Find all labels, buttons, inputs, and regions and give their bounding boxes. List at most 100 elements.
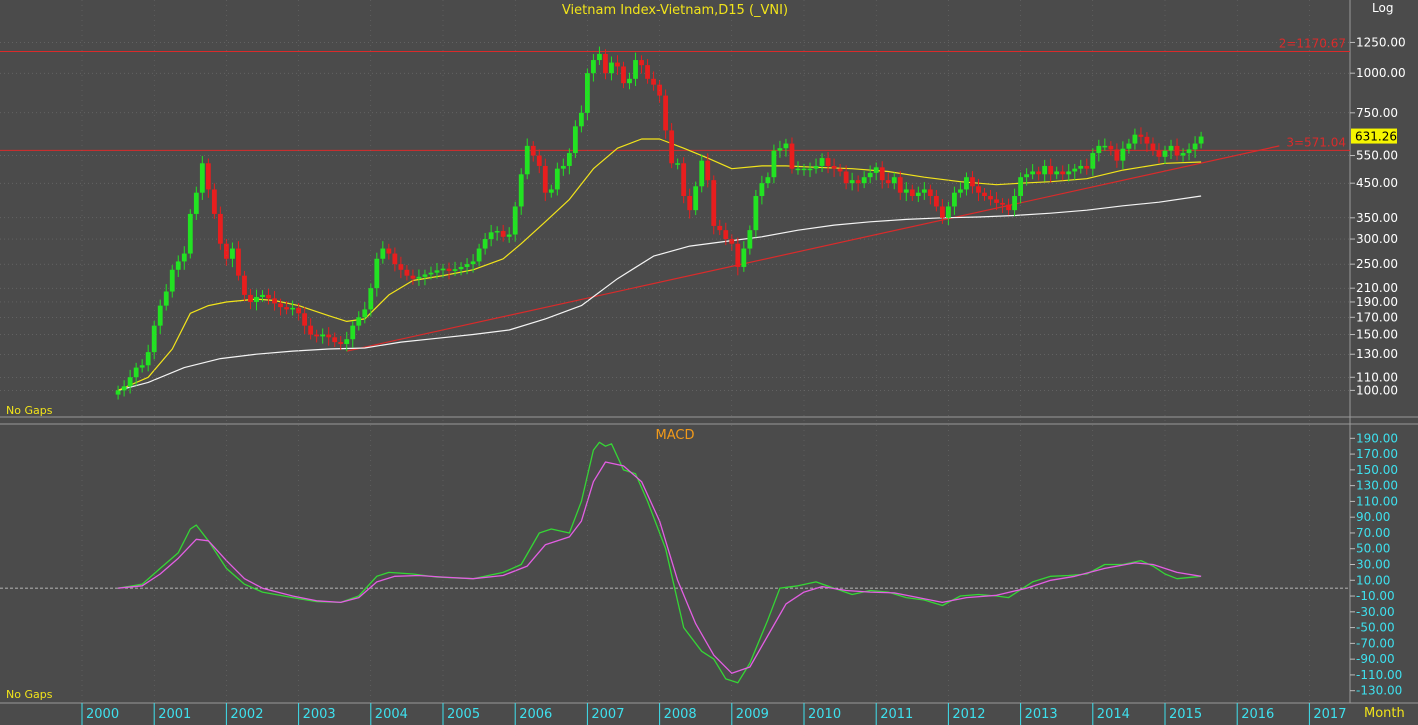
candle (302, 307, 308, 335)
candle-body (500, 231, 506, 237)
candle (687, 188, 693, 219)
price-tick-label: 1250.00 (1356, 35, 1406, 49)
candle-body (560, 165, 566, 169)
price-tick-label: 550.00 (1356, 149, 1398, 163)
price-panel (0, 0, 1350, 417)
price-tick-label: 350.00 (1356, 211, 1398, 225)
x-tick-label: 2003 (303, 707, 336, 722)
x-tick-label: 2017 (1313, 707, 1346, 722)
candle-body (548, 189, 554, 193)
price-tick-label: 300.00 (1356, 232, 1398, 246)
candle-body (308, 325, 314, 335)
candle-body (645, 65, 650, 79)
candle-body (795, 168, 801, 171)
candle-body (446, 268, 452, 271)
candle-body (1150, 143, 1156, 151)
x-tick-label: 2002 (230, 707, 263, 722)
candle (452, 261, 458, 276)
candle (807, 162, 813, 178)
candle-body (1030, 171, 1036, 175)
x-tick-label: 2011 (880, 707, 913, 722)
candle-body (939, 206, 945, 218)
candle-body (711, 180, 717, 226)
candle (994, 192, 999, 211)
candle (741, 241, 747, 272)
candle (428, 266, 434, 280)
candle (362, 302, 368, 324)
candle (627, 72, 632, 90)
candle-body (687, 196, 693, 211)
candle (837, 163, 843, 177)
candle (645, 59, 650, 84)
candle-body (458, 266, 464, 270)
candle (560, 158, 566, 176)
candle-body (723, 230, 729, 240)
candle (705, 153, 711, 188)
candle (964, 172, 969, 196)
candle (1198, 131, 1204, 149)
candle (139, 359, 145, 373)
price-tick-label: 750.00 (1356, 106, 1398, 120)
candle-body (470, 261, 476, 265)
candle (597, 46, 602, 65)
candle-body (958, 189, 963, 193)
candle-body (175, 261, 181, 270)
candle (795, 161, 801, 175)
candle-body (915, 192, 921, 197)
candle (464, 258, 470, 275)
candle-body (115, 390, 121, 395)
candle (621, 61, 626, 89)
candle-body (145, 352, 151, 366)
candle (1030, 164, 1036, 180)
candle-body (278, 303, 283, 308)
x-tick-label: 2014 (1097, 707, 1130, 722)
candle-body (783, 143, 789, 149)
candle-body (891, 177, 897, 184)
candle-body (434, 270, 440, 273)
candle (266, 288, 271, 305)
macd-tick-label: 130.00 (1356, 479, 1398, 493)
candle-body (1168, 145, 1174, 151)
candle-body (398, 264, 404, 270)
candle-body (609, 62, 614, 74)
candle-body (849, 180, 855, 184)
candle (224, 238, 229, 266)
candle (717, 219, 723, 236)
candle (982, 187, 987, 201)
candle-body (338, 342, 344, 345)
candle (248, 288, 253, 310)
macd-line (117, 441, 1202, 684)
x-tick-label: 2004 (375, 707, 408, 722)
x-tick-label: 2008 (664, 707, 697, 722)
candle (1006, 198, 1011, 216)
candle-body (753, 196, 759, 231)
candle (332, 332, 338, 347)
candle-body (518, 174, 524, 207)
candle (524, 138, 530, 180)
candle (133, 362, 139, 386)
last-price-label: 631.26 (1355, 130, 1397, 144)
candle-body (952, 192, 957, 207)
candle-body (1180, 153, 1186, 156)
candle (1114, 143, 1120, 168)
candle-body (603, 53, 608, 74)
candle (145, 344, 151, 372)
candle-body (765, 177, 771, 184)
candle-body (1066, 171, 1072, 175)
candle-body (488, 232, 494, 240)
candle-body (982, 192, 987, 197)
candle (163, 284, 169, 311)
candle (675, 158, 681, 170)
price-tick-label: 130.00 (1356, 347, 1398, 361)
candle (290, 300, 295, 316)
candle (867, 165, 873, 184)
candle-body (242, 275, 247, 295)
candle (831, 158, 837, 178)
candle-body (230, 248, 235, 259)
x-axis: 2000 2001 2002 2003 2004 2005 2006 2007 2008 2009… (81, 0, 1346, 725)
candle-body (374, 258, 380, 289)
candle-body (729, 239, 735, 244)
candle-body (1006, 204, 1011, 211)
candle (669, 123, 675, 169)
candle (819, 153, 825, 173)
